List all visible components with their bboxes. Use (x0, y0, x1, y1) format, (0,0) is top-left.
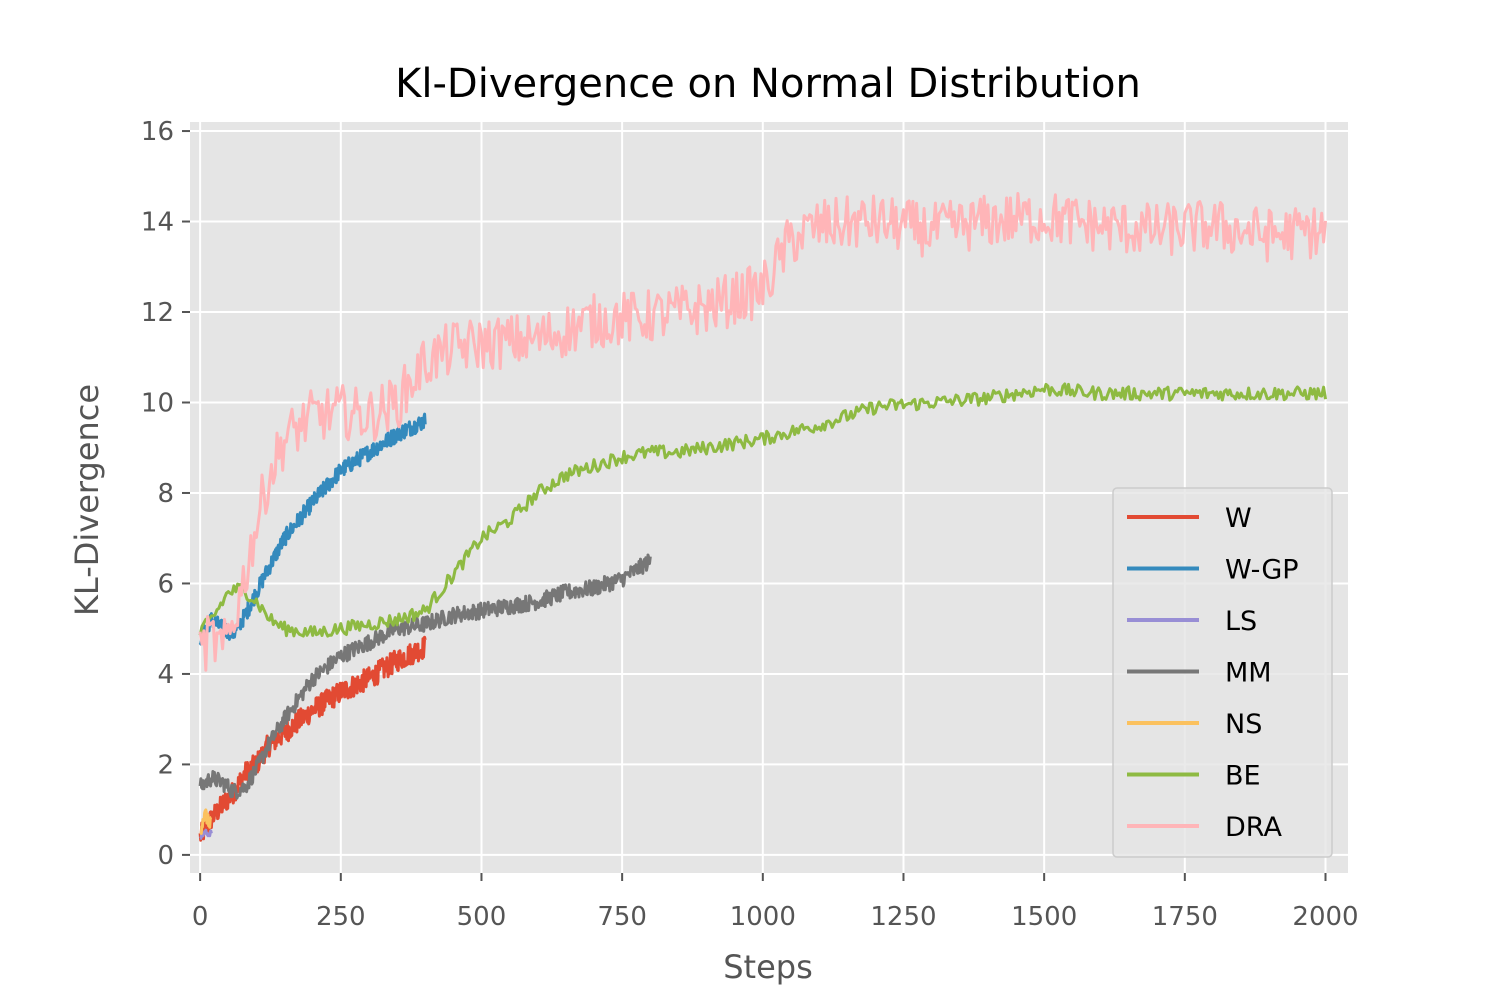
y-tick-label: 2 (157, 750, 174, 780)
y-tick-label: 0 (157, 841, 174, 871)
x-tick-label: 0 (192, 902, 209, 932)
x-tick-label: 750 (597, 902, 647, 932)
series-line-w (198, 635, 427, 842)
x-tick-label: 1000 (730, 902, 796, 932)
legend-label: NS (1225, 709, 1262, 740)
y-tick-label: 14 (141, 208, 174, 238)
x-tick-label: 250 (316, 902, 366, 932)
y-tick-label: 4 (157, 660, 174, 690)
legend-label: LS (1225, 606, 1257, 637)
legend-label: MM (1225, 658, 1272, 689)
x-tick-label: 1750 (1152, 902, 1218, 932)
series-line-dra (198, 192, 1327, 672)
x-axis-label: Steps (723, 948, 813, 986)
y-tick-label: 16 (141, 117, 174, 147)
x-tick-label: 1500 (1011, 902, 1077, 932)
series-lines (198, 192, 1327, 842)
x-tick-label: 1250 (870, 902, 936, 932)
y-axis-label: KL-Divergence (68, 384, 106, 616)
legend-label: DRA (1225, 812, 1282, 843)
legend-box (1112, 487, 1333, 858)
y-tick-label: 6 (157, 569, 174, 599)
legend-label: BE (1225, 761, 1261, 792)
y-tick-label: 8 (157, 479, 174, 509)
series-line-ns (199, 808, 213, 835)
y-tick-label: 12 (141, 298, 174, 328)
y-tick-label: 10 (141, 388, 174, 418)
y-axis: 0 2 4 6 8 10 12 14 16 (141, 117, 190, 871)
x-tick-label: 2000 (1292, 902, 1358, 932)
legend: W W-GP LS MM NS BE DRA (1112, 487, 1333, 858)
legend-label: W-GP (1225, 555, 1299, 586)
x-axis: 0 250 500 750 1000 1250 1500 1750 2000 (192, 873, 1359, 932)
x-tick-label: 500 (457, 902, 507, 932)
legend-label: W (1225, 503, 1252, 534)
chart-title: Kl-Divergence on Normal Distribution (395, 61, 1141, 107)
series-line-be (198, 382, 1327, 638)
series-line-mm (198, 553, 652, 800)
